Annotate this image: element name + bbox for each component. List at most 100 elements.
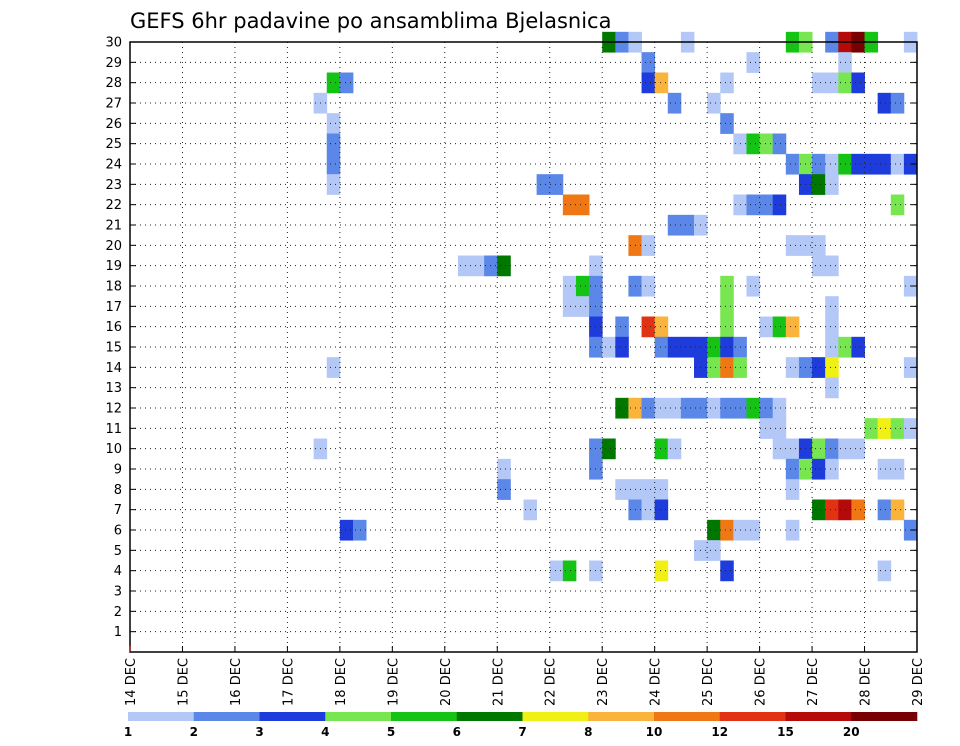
legend-swatch — [325, 712, 392, 721]
heatmap-cell — [680, 214, 695, 236]
x-tick-label: 25 DEC — [701, 658, 716, 706]
legend-label: 3 — [255, 725, 263, 739]
heatmap-cell — [707, 519, 721, 541]
heatmap-cell — [641, 397, 656, 419]
heatmap-cells — [313, 31, 918, 582]
heatmap-cell — [877, 153, 892, 175]
heatmap-cell — [326, 357, 341, 378]
heatmap-cell — [864, 418, 879, 439]
heatmap-cell — [825, 499, 839, 521]
heatmap-cell — [772, 397, 787, 419]
heatmap-cell — [746, 52, 760, 73]
y-tick-label: 5 — [114, 544, 122, 559]
heatmap-cell — [667, 438, 682, 460]
heatmap-cell — [720, 296, 734, 317]
y-tick-label: 28 — [105, 76, 122, 91]
x-tick-label: 15 DEC — [176, 658, 191, 706]
x-tick-label: 19 DEC — [386, 658, 401, 706]
heatmap-cell — [864, 153, 879, 175]
heatmap-cell — [326, 133, 341, 155]
y-tick-label: 29 — [105, 56, 122, 71]
heatmap-cell — [785, 153, 800, 175]
heatmap-cell — [890, 458, 905, 480]
heatmap-cell — [825, 438, 839, 460]
heatmap-cell — [654, 438, 669, 460]
heatmap-cell — [615, 336, 629, 358]
heatmap-cell — [720, 560, 734, 582]
heatmap-cell — [536, 174, 551, 195]
heatmap-cell — [641, 499, 656, 521]
heatmap-cell — [825, 255, 839, 277]
y-tick-label: 20 — [105, 239, 122, 254]
x-tick-label: 18 DEC — [334, 658, 349, 706]
heatmap-cell — [339, 519, 354, 541]
heatmap-cell — [667, 92, 682, 114]
heatmap-cell — [890, 194, 905, 216]
y-tick-label: 9 — [114, 463, 122, 478]
heatmap-cell — [641, 52, 656, 73]
heatmap-cell — [759, 133, 774, 155]
heatmap-cell — [641, 275, 656, 297]
heatmap-cell — [877, 458, 892, 480]
heatmap-cell — [812, 235, 826, 256]
heatmap-cell — [641, 72, 656, 94]
heatmap-cell — [746, 275, 760, 297]
plot-frame — [129, 41, 918, 653]
heatmap-cell — [785, 316, 800, 338]
y-tick-label: 14 — [105, 361, 122, 376]
heatmap-cell — [654, 72, 669, 94]
y-tick-label: 7 — [114, 503, 122, 518]
heatmap-cell — [497, 458, 511, 480]
legend-label: 8 — [584, 725, 592, 739]
heatmap-cell — [575, 296, 590, 317]
legend-swatch — [128, 712, 195, 721]
heatmap-cell — [851, 153, 865, 175]
heatmap-cell — [772, 133, 787, 155]
heatmap-cell — [890, 499, 905, 521]
heatmap-cell — [720, 357, 734, 378]
heatmap-cell — [575, 194, 590, 216]
y-tick-label: 12 — [105, 402, 122, 417]
x-tick-label: 14 DEC — [124, 658, 139, 706]
heatmap-cell — [602, 336, 616, 358]
heatmap-cell — [667, 397, 682, 419]
heatmap-cell — [825, 153, 839, 175]
heatmap-cell — [497, 479, 511, 500]
x-tick-label: 22 DEC — [544, 658, 559, 706]
heatmap-cell — [615, 479, 629, 500]
heatmap-cell — [851, 438, 865, 460]
x-tick-label: 27 DEC — [806, 658, 821, 706]
legend-label: 6 — [453, 725, 461, 739]
heatmap-cell — [654, 336, 669, 358]
chart-title: GEFS 6hr padavine po ansamblima Bjelasni… — [130, 9, 611, 33]
heatmap-cell — [825, 357, 839, 378]
heatmap-cell — [746, 397, 760, 419]
heatmap-cell — [812, 174, 826, 195]
heatmap-cell — [890, 418, 905, 439]
heatmap-cell — [654, 479, 669, 500]
heatmap-cell — [562, 296, 577, 317]
heatmap-cell — [471, 255, 485, 277]
heatmap-cell — [759, 397, 774, 419]
legend-label: 15 — [777, 725, 794, 739]
legend-label: 12 — [711, 725, 728, 739]
heatmap-cell — [326, 174, 341, 195]
legend-swatch — [785, 712, 852, 721]
heatmap-cell — [890, 153, 905, 175]
x-tick-label: 17 DEC — [281, 658, 296, 706]
legend-swatch — [193, 712, 260, 721]
x-tick-label: 26 DEC — [754, 658, 769, 706]
heatmap-cell — [772, 418, 787, 439]
heatmap-cell — [641, 235, 656, 256]
heatmap-cell — [785, 438, 800, 460]
legend-label: 2 — [190, 725, 198, 739]
y-tick-label: 25 — [105, 137, 122, 152]
heatmap-cell — [759, 194, 774, 216]
heatmap-cell — [497, 255, 511, 277]
heatmap-cell — [654, 316, 669, 338]
y-tick-label: 21 — [105, 219, 122, 234]
legend-swatch — [259, 712, 326, 721]
heatmap-cell — [326, 113, 341, 134]
heatmap-cell — [785, 235, 800, 256]
